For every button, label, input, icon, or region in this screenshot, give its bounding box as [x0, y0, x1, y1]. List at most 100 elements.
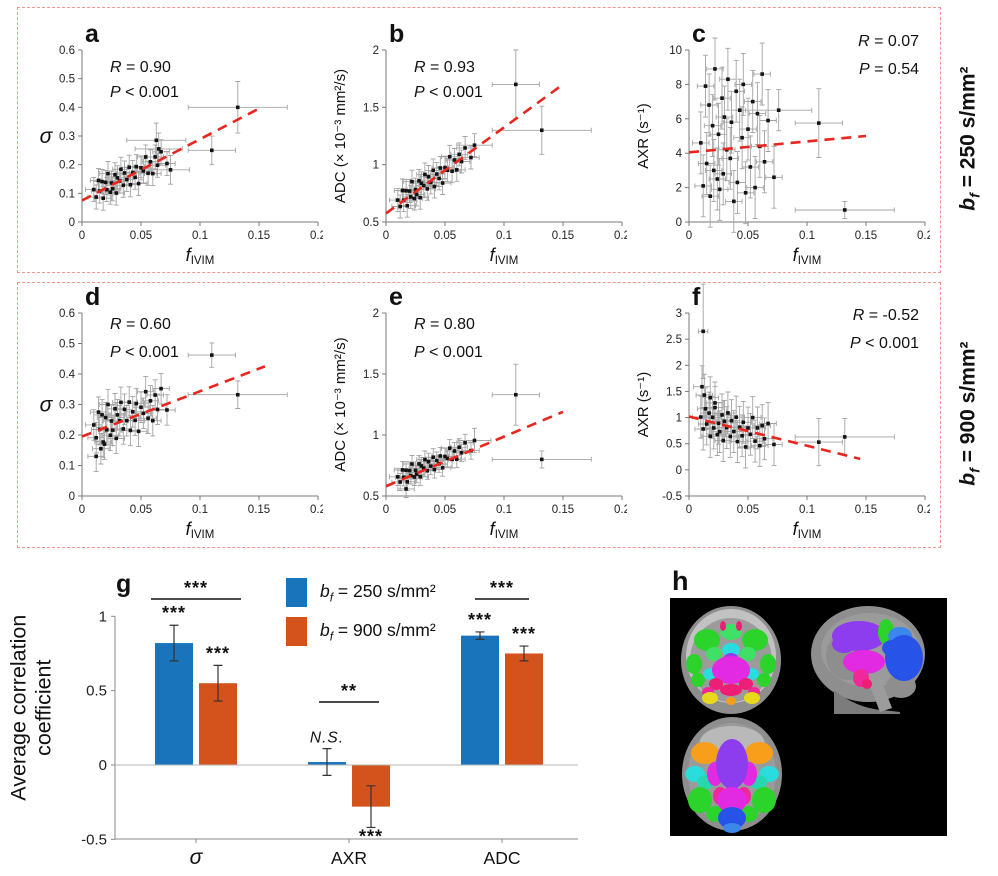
x-tick-label: 0.1	[799, 230, 815, 242]
legend-row-900: bf = 900 s/mm²	[286, 612, 436, 651]
y-tick-label: 2	[676, 360, 682, 372]
x-tick-label: 0.05	[130, 230, 152, 242]
scatter-plot-a: 0 0.1 0.2 0.3 0.4 0.5 0.6 0 0.05 0.1 0.15 0.2 a R = 0…	[40, 20, 326, 267]
bar-sig-label: ***	[206, 643, 230, 663]
legend-900-prefix: b	[320, 619, 330, 640]
y-tick-label: -0.5	[662, 491, 682, 503]
y-tick-label: 0.2	[59, 160, 75, 172]
y-tick-label: 3	[676, 308, 682, 320]
y-tick-label: 0.3	[59, 131, 75, 143]
y-tick-label: 10	[669, 45, 682, 57]
scatter-plot-d: 0 0.1 0.2 0.3 0.4 0.5 0.6 0 0.05 0.1 0.15 0.2 d R = 0…	[40, 283, 326, 541]
x-tick-label: 0.2	[310, 504, 323, 516]
panel-e-adc-vs-fivim-900: 0.5 1 1.5 2 0 0.05 0.1 0.15 0.2 e R = 0.80 P < 0.00…	[325, 282, 630, 544]
y-tick-label: 0.1	[59, 461, 75, 473]
panel-g-bar-chart: g 1 0.5 0 -0.5 *** N.S. *** *** *** *** *** ** *** σ AX…	[58, 552, 683, 876]
stats-text: R = -0.52	[853, 307, 919, 324]
row1-bvalue-prefix: b	[956, 198, 980, 212]
legend-label-250: bf = 250 s/mm²	[320, 581, 436, 605]
legend-250-prefix: b	[320, 580, 330, 601]
y-axis-label: AXR (s⁻¹)	[635, 103, 652, 168]
panel-letter: b	[389, 20, 404, 48]
y-tick-label: 0.6	[59, 308, 75, 320]
x-tick-label: 0.2	[917, 504, 930, 516]
y-tick-label: -0.5	[81, 831, 107, 848]
x-tick-label: 0.05	[434, 230, 456, 242]
stats-text: R = 0.60	[110, 316, 171, 333]
row2-bvalue-prefix: b	[956, 473, 980, 487]
x-tick-label: 0.2	[917, 230, 930, 242]
bar-error	[366, 785, 376, 829]
y-tick-label: 0.4	[59, 102, 76, 114]
x-tick-label: 0	[686, 230, 692, 242]
y-tick-label: 2	[373, 45, 379, 57]
y-axis-label: ADC (× 10⁻³ mm²/s)	[332, 337, 349, 471]
scatter-plot-b: 0.5 1 1.5 2 0 0.05 0.1 0.15 0.2 b R = 0.93 P < 0.00…	[332, 20, 630, 267]
bar-sig-label: ***	[162, 603, 186, 623]
x-tick-label: 0.05	[737, 504, 759, 516]
bar-sig-label: N.S.	[310, 730, 344, 747]
y-tick-label: 4	[676, 148, 683, 160]
y-tick-label: 1.5	[666, 386, 682, 398]
panel-c-axr-vs-fivim-250: 0 2 4 6 8 10 0 0.05 0.1 0.15 0.2 c R = 0.07 P = 0.54 A…	[628, 8, 933, 270]
scatter-points	[396, 82, 544, 209]
y-tick-label: 0.5	[363, 491, 379, 503]
y-tick-label: 0	[99, 757, 107, 774]
y-tick-label: 0.1	[59, 188, 75, 200]
bar-error	[519, 645, 529, 662]
y-tick-label: 0.5	[59, 74, 75, 86]
x-tick-label: 0.15	[248, 230, 270, 242]
row1-bvalue-sub: f	[967, 193, 984, 199]
panel-letter: f	[692, 283, 701, 311]
legend-900-sub: f	[329, 629, 334, 644]
y-tick-label: 6	[676, 114, 682, 126]
x-axis-label: fIVIM	[186, 519, 215, 541]
scatter-points	[92, 353, 240, 459]
y-tick-label: 0.5	[59, 339, 75, 351]
legend-250-rest: = 250 s/mm²	[333, 580, 436, 601]
g-legend: bf = 250 s/mm² bf = 900 s/mm²	[286, 573, 436, 651]
y-tick-label: 0	[69, 491, 75, 503]
stats-text: R = 0.93	[414, 59, 475, 76]
y-tick-label: 1.5	[363, 369, 379, 381]
panel-b-adc-vs-fivim-250: 0.5 1 1.5 2 0 0.05 0.1 0.15 0.2 b R = 0.93 P < 0.00…	[325, 8, 630, 270]
x-tick-label: 0.15	[855, 230, 877, 242]
x-tick-label: 0.15	[855, 504, 877, 516]
x-tick-label: 0.05	[434, 504, 456, 516]
trend-line	[385, 83, 564, 215]
stats-text: P < 0.001	[110, 344, 179, 361]
bar-chart: g10.50-0.5***N.S.********************σ AX…	[81, 570, 578, 869]
x-tick-label: 0.1	[192, 504, 208, 516]
y-tick-label: 0.5	[666, 439, 682, 451]
bar-error	[322, 748, 332, 777]
y-tick-label: 2	[373, 308, 379, 320]
legend-row-250: bf = 250 s/mm²	[286, 573, 436, 612]
y-tick-label: 1.5	[363, 102, 379, 114]
row1-bvalue-rest: = 250 s/mm²	[956, 66, 980, 194]
axial-slice	[682, 717, 782, 833]
panel-letter: e	[389, 283, 403, 311]
x-tick-label: 0.05	[737, 230, 759, 242]
coronal-slice	[681, 606, 781, 714]
y-tick-label: 0.3	[59, 400, 75, 412]
scatter-points	[699, 329, 847, 449]
trend-line	[688, 134, 867, 154]
bar-sig-label: ***	[468, 610, 492, 630]
bar-error	[475, 631, 485, 640]
x-tick-label: 0.05	[130, 504, 152, 516]
bvalue-900-box	[17, 282, 941, 548]
g-y-axis-label: Average correlation coefficient	[0, 556, 62, 860]
trend-line	[385, 410, 564, 488]
row1-bvalue-label: bf = 250 s/mm²	[942, 7, 998, 271]
x-axis-label: fIVIM	[490, 245, 519, 267]
trend-line	[81, 106, 262, 202]
stats-text: R = 0.07	[858, 33, 919, 50]
scatter-plot-c: 0 2 4 6 8 10 0 0.05 0.1 0.15 0.2 c R = 0.07 P = 0.54 A…	[635, 20, 933, 267]
bar-sig-label: ***	[512, 624, 536, 644]
panel-letter: a	[85, 20, 100, 48]
x-tick-label: 0.2	[310, 230, 323, 242]
panel-d-sigma-vs-fivim-900: 0 0.1 0.2 0.3 0.4 0.5 0.6 0 0.05 0.1 0.15 0.2 d R = 0…	[21, 282, 326, 544]
stats-text: P < 0.001	[414, 344, 483, 361]
x-axis-label: fIVIM	[490, 519, 519, 541]
